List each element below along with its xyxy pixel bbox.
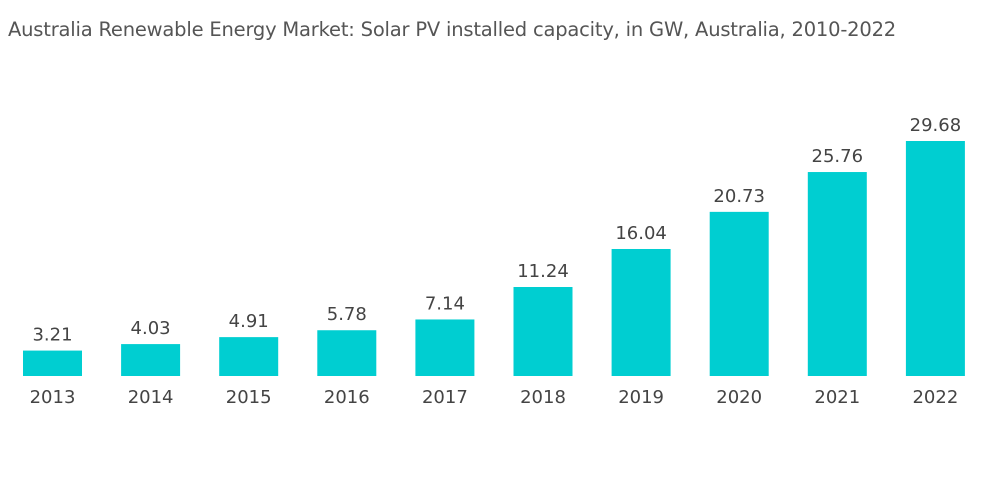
bar-2015 xyxy=(219,337,279,376)
x-tick-label: 2015 xyxy=(226,387,272,408)
chart-title: Australia Renewable Energy Market: Solar… xyxy=(8,18,896,41)
data-label: 16.04 xyxy=(615,223,667,244)
data-label: 3.21 xyxy=(32,325,72,346)
data-label: 25.76 xyxy=(812,146,864,167)
x-tick-label: 2021 xyxy=(814,387,860,408)
x-tick-label: 2017 xyxy=(422,387,468,408)
bar-2014 xyxy=(121,344,181,376)
bar-2016 xyxy=(317,330,377,376)
x-tick-label: 2022 xyxy=(912,387,958,408)
bar-2021 xyxy=(807,172,867,376)
data-label: 5.78 xyxy=(327,304,367,325)
bar-2022 xyxy=(905,141,965,376)
x-tick-label: 2014 xyxy=(128,387,174,408)
data-label: 11.24 xyxy=(517,261,569,282)
data-label: 29.68 xyxy=(910,115,962,136)
bar-2013 xyxy=(23,350,82,376)
x-tick-label: 2019 xyxy=(618,387,664,408)
x-tick-label: 2016 xyxy=(324,387,370,408)
bar-2019 xyxy=(611,248,671,376)
x-tick-label: 2018 xyxy=(520,387,566,408)
x-tick-label: 2020 xyxy=(716,387,762,408)
data-label: 4.91 xyxy=(229,311,269,332)
bar-2018 xyxy=(513,287,573,376)
data-label: 7.14 xyxy=(425,293,465,314)
bar-2020 xyxy=(709,211,769,376)
data-label: 4.03 xyxy=(131,318,171,339)
x-tick-label: 2013 xyxy=(30,387,76,408)
data-label: 20.73 xyxy=(713,186,765,207)
bar-2017 xyxy=(415,319,475,376)
